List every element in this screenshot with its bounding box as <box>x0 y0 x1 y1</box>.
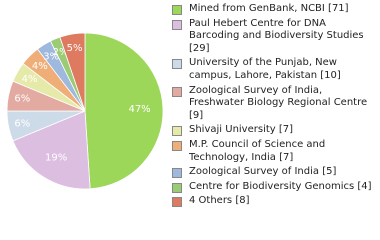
legend-item: Centre for Biodiversity Genomics [4] <box>172 181 377 194</box>
slice-label: 19% <box>45 152 67 163</box>
legend-label: University of the Punjab, New campus, La… <box>189 57 341 81</box>
legend-item: M.P. Council of Science and Technology, … <box>172 139 377 164</box>
legend-label: Mined from GenBank, NCBI [71] <box>189 3 349 14</box>
legend-item: Zoological Survey of India [5] <box>172 166 377 179</box>
legend-label: Shivaji University [7] <box>189 124 294 136</box>
legend-swatch <box>172 19 182 30</box>
slice-label: 6% <box>14 118 30 129</box>
legend-label: 4 Others [8] <box>189 195 250 207</box>
legend-item: Shivaji University [7] <box>172 124 377 137</box>
legend-item: Paul Hebert Centre for DNA Barcoding and… <box>172 18 377 56</box>
slice-label: 47% <box>128 104 150 115</box>
legend-swatch <box>172 182 182 193</box>
legend-label: Centre for Biodiversity Genomics [4] <box>189 180 372 192</box>
slice-label: 3% <box>43 52 59 63</box>
slice-label: 2% <box>53 47 69 58</box>
pie-slice <box>59 32 86 112</box>
legend-swatch <box>172 168 182 179</box>
legend-item: Zoological Survey of India, Freshwater B… <box>172 85 377 123</box>
legend-swatch <box>172 140 182 151</box>
slice-label: 4% <box>22 74 38 85</box>
legend-swatch <box>172 86 182 97</box>
legend: Mined from GenBank, NCBI [71] Paul Hebert… <box>172 3 377 210</box>
legend-label: Zoological Survey of India [5] <box>189 166 337 178</box>
legend-item: University of the Punjab, New campus, La… <box>172 57 377 82</box>
pie-slice <box>12 110 91 190</box>
legend-label: Paul Hebert Centre for DNA Barcoding and… <box>189 17 364 54</box>
legend-swatch <box>172 126 182 137</box>
pie-slice <box>84 32 164 190</box>
legend-swatch <box>172 5 182 15</box>
legend-label: M.P. Council of Science and Technology, … <box>189 138 326 163</box>
legend-swatch <box>172 59 182 70</box>
slice-label: 4% <box>32 61 48 72</box>
legend-item: Mined from GenBank, NCBI [71] <box>172 3 377 16</box>
legend-label: Zoological Survey of India, Freshwater B… <box>189 84 368 121</box>
slice-label: 6% <box>14 94 30 105</box>
pie-chart: 47%19%6%6%4%4%3%2%5% <box>6 32 164 190</box>
legend-swatch <box>172 197 182 208</box>
legend-item: 4 Others [8] <box>172 195 377 208</box>
slice-label: 5% <box>67 43 83 54</box>
